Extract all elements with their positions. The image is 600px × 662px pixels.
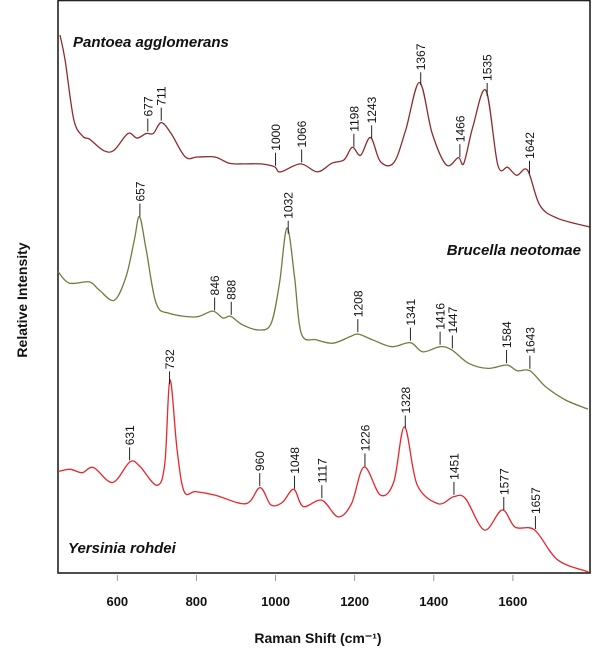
peak-label: 1341 bbox=[404, 299, 418, 326]
peak-label: 732 bbox=[163, 349, 177, 369]
peak-label: 1032 bbox=[282, 192, 296, 219]
peak-label-group: 677 bbox=[141, 96, 155, 132]
x-tick-label: 1400 bbox=[419, 594, 448, 609]
peak-label-group: 1226 bbox=[358, 424, 372, 467]
peak-label: 1367 bbox=[414, 43, 428, 70]
peak-label-group: 711 bbox=[155, 86, 169, 121]
peak-label-group: 732 bbox=[163, 349, 177, 385]
peak-label-group: 1642 bbox=[523, 132, 537, 174]
spectrum-line-pantoea-agglomerans bbox=[59, 34, 590, 228]
peak-label-group: 1198 bbox=[347, 106, 361, 147]
x-tick-label: 1000 bbox=[261, 594, 290, 609]
peak-label-group: 1643 bbox=[523, 327, 537, 369]
x-tick-label: 1200 bbox=[340, 594, 369, 609]
peak-label: 846 bbox=[208, 275, 222, 295]
peak-label-group: 1584 bbox=[500, 321, 514, 364]
peak-label-group: 1451 bbox=[447, 453, 461, 495]
peak-label-group: 846 bbox=[208, 275, 222, 311]
x-tick-label: 800 bbox=[186, 594, 208, 609]
peak-label-group: 1328 bbox=[399, 386, 413, 429]
peak-label: 657 bbox=[133, 181, 147, 201]
x-axis-title: Raman Shift (cm⁻¹) bbox=[254, 630, 381, 646]
peak-label: 1466 bbox=[453, 115, 467, 142]
peak-label-group: 1117 bbox=[315, 458, 329, 499]
peak-label-group: 1032 bbox=[282, 192, 296, 234]
spectra bbox=[57, 34, 590, 573]
peak-label-group: 1657 bbox=[529, 487, 543, 530]
peak-label-group: 657 bbox=[133, 181, 147, 217]
peak-label: 1000 bbox=[269, 124, 283, 151]
peak-label: 1328 bbox=[399, 386, 413, 413]
peak-label-group: 888 bbox=[225, 280, 239, 315]
peak-label: 1451 bbox=[447, 453, 461, 480]
peak-label: 960 bbox=[253, 451, 267, 471]
peak-label: 1535 bbox=[481, 54, 495, 81]
peak-label-group: 1208 bbox=[351, 290, 365, 333]
peak-label-group: 631 bbox=[123, 425, 137, 461]
peak-label-group: 1000 bbox=[269, 124, 283, 166]
peak-label-group: 1066 bbox=[295, 120, 309, 163]
plot-frame bbox=[57, 0, 591, 574]
x-axis: 600 800 1000 1200 1400 1600 bbox=[106, 575, 527, 609]
peak-label: 1226 bbox=[358, 424, 372, 451]
spectrum-line-yersinia-rohdei bbox=[57, 379, 589, 573]
peak-label-group: 1341 bbox=[404, 299, 418, 341]
peak-label: 631 bbox=[123, 425, 137, 445]
peak-label: 888 bbox=[225, 280, 239, 300]
peak-label-group: 1466 bbox=[453, 115, 467, 158]
peak-label: 677 bbox=[141, 96, 155, 116]
peak-label: 711 bbox=[155, 86, 169, 105]
peak-label-group: 1243 bbox=[365, 96, 379, 139]
peak-label: 1416 bbox=[434, 303, 448, 330]
peak-label: 1243 bbox=[365, 96, 379, 123]
peak-label-group: 1535 bbox=[481, 54, 495, 96]
peak-label-group: 960 bbox=[253, 451, 267, 487]
x-tick-label: 600 bbox=[106, 594, 128, 609]
x-tick-label: 1600 bbox=[498, 594, 527, 609]
peak-label-group: 1577 bbox=[497, 468, 511, 511]
spectrum-line-brucella-neotomae bbox=[57, 215, 589, 410]
peak-label: 1048 bbox=[288, 447, 302, 474]
peak-label-group: 1416 bbox=[434, 303, 448, 345]
peak-label: 1208 bbox=[351, 290, 365, 317]
peak-label: 1657 bbox=[529, 487, 543, 514]
species-label-yersinia: Yersinia rohdei bbox=[68, 540, 177, 557]
peak-label-group: 1048 bbox=[288, 447, 302, 489]
species-label-pantoea: Pantoea agglomerans bbox=[73, 34, 229, 51]
peak-label-group: 1447 bbox=[446, 306, 460, 349]
peak-label: 1577 bbox=[497, 468, 511, 495]
peak-label: 1642 bbox=[523, 132, 537, 159]
peak-label-group: 1367 bbox=[414, 43, 428, 86]
peak-label: 1643 bbox=[523, 327, 537, 354]
peak-label: 1117 bbox=[315, 458, 329, 483]
species-label-brucella: Brucella neotomae bbox=[447, 242, 581, 259]
y-axis-title: Relative Intensity bbox=[14, 242, 30, 357]
peak-label: 1198 bbox=[347, 106, 361, 132]
peak-label: 1447 bbox=[446, 306, 460, 333]
peak-label: 1066 bbox=[295, 120, 309, 147]
peak-label: 1584 bbox=[500, 321, 514, 348]
